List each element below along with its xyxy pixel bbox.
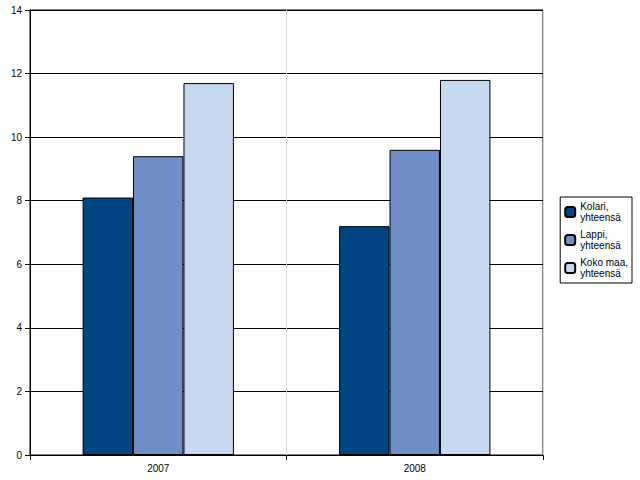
- svg-text:yhteensä: yhteensä: [580, 240, 621, 251]
- svg-text:8: 8: [16, 195, 22, 206]
- svg-text:2007: 2007: [147, 463, 170, 474]
- svg-text:Kolari,: Kolari,: [580, 201, 608, 212]
- svg-text:0: 0: [16, 450, 22, 461]
- svg-text:12: 12: [11, 68, 23, 79]
- svg-text:2008: 2008: [404, 463, 427, 474]
- svg-text:14: 14: [11, 5, 23, 16]
- svg-text:6: 6: [16, 259, 22, 270]
- svg-text:yhteensä: yhteensä: [580, 212, 621, 223]
- svg-text:10: 10: [11, 132, 23, 143]
- svg-text:4: 4: [16, 322, 22, 333]
- svg-text:Lappi,: Lappi,: [580, 229, 607, 240]
- svg-text:Koko maa,: Koko maa,: [580, 257, 628, 268]
- svg-text:yhteensä: yhteensä: [580, 268, 621, 279]
- svg-text:2: 2: [16, 386, 22, 397]
